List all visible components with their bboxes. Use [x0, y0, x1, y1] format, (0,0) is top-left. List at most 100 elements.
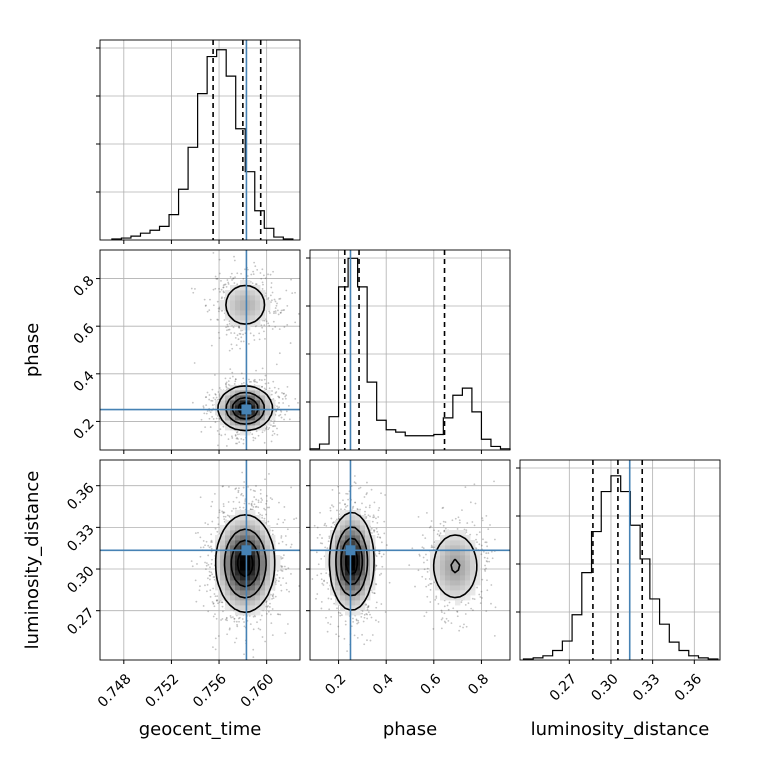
- scatter-point: [199, 555, 202, 558]
- scatter-point: [466, 522, 469, 524]
- scatter-point: [370, 616, 373, 619]
- scatter-point: [352, 505, 355, 508]
- scatter-point: [291, 292, 294, 295]
- density-phase-vs-geocent-time-panel: [96, 249, 301, 454]
- scatter-point: [210, 399, 213, 402]
- density-layer: [311, 475, 497, 653]
- scatter-point: [207, 563, 210, 566]
- scatter-point: [289, 342, 292, 344]
- density-cell: [260, 425, 266, 431]
- scatter-point: [284, 535, 287, 537]
- scatter-point: [211, 404, 214, 406]
- scatter-point: [236, 334, 239, 337]
- scatter-point: [262, 283, 264, 286]
- scatter-point: [328, 535, 331, 538]
- scatter-point: [373, 529, 376, 532]
- scatter-point: [467, 602, 470, 605]
- scatter-point: [249, 488, 252, 491]
- scatter-point: [237, 433, 239, 436]
- density-cell: [255, 315, 261, 321]
- scatter-point: [260, 501, 262, 504]
- scatter-point: [278, 406, 280, 409]
- density-cell: [250, 535, 256, 541]
- scatter-point: [361, 610, 364, 612]
- scatter-point: [212, 615, 215, 618]
- scatter-point: [205, 568, 207, 571]
- scatter-point: [456, 610, 459, 613]
- density-cell: [220, 555, 226, 561]
- scatter-point: [235, 496, 238, 499]
- scatter-point: [280, 566, 283, 568]
- scatter-point: [264, 508, 267, 511]
- scatter-point: [345, 506, 347, 508]
- density-cell: [235, 555, 241, 561]
- scatter-point: [441, 507, 444, 510]
- scatter-point: [271, 634, 274, 637]
- scatter-point: [276, 573, 278, 576]
- scatter-point: [379, 536, 382, 539]
- scatter-point: [423, 568, 426, 571]
- density-cell: [250, 405, 256, 411]
- density-cell: [265, 540, 271, 546]
- scatter-point: [208, 574, 211, 577]
- scatter-point: [241, 618, 244, 620]
- scatter-point: [242, 438, 245, 441]
- density-cell: [250, 295, 256, 301]
- scatter-point: [214, 275, 217, 278]
- density-layer: [190, 471, 300, 659]
- scatter-point: [490, 550, 493, 553]
- density-cell: [240, 290, 246, 296]
- scatter-point: [235, 620, 238, 623]
- scatter-point: [255, 505, 258, 508]
- scatter-point: [216, 300, 219, 303]
- scatter-point: [211, 573, 214, 576]
- scatter-point: [195, 600, 198, 603]
- density-cell: [255, 575, 261, 581]
- density-cell: [225, 550, 231, 556]
- scatter-point: [288, 590, 291, 593]
- density-cell: [245, 530, 251, 536]
- scatter-point: [257, 499, 260, 502]
- scatter-point: [280, 536, 283, 539]
- scatter-point: [366, 606, 369, 609]
- scatter-point: [418, 555, 421, 557]
- scatter-point: [218, 433, 221, 436]
- density-cell: [260, 315, 266, 321]
- scatter-point: [234, 434, 237, 436]
- density-cell: [240, 530, 246, 536]
- scatter-point: [261, 514, 263, 517]
- scatter-point: [345, 492, 348, 495]
- density-cell: [235, 525, 241, 531]
- scatter-point: [456, 615, 459, 618]
- scatter-point: [328, 537, 331, 540]
- scatter-point: [229, 615, 232, 617]
- scatter-point: [246, 275, 249, 277]
- density-cell: [265, 590, 271, 596]
- scatter-point: [212, 587, 215, 590]
- scatter-point: [373, 530, 376, 533]
- density-cell: [245, 565, 251, 571]
- scatter-point: [278, 352, 281, 355]
- scatter-point: [444, 527, 447, 530]
- scatter-point: [221, 310, 223, 312]
- scatter-point: [482, 550, 485, 553]
- scatter-point: [297, 313, 300, 315]
- scatter-point: [208, 578, 211, 581]
- scatter-point: [233, 259, 236, 262]
- scatter-point: [227, 283, 230, 285]
- scatter-point: [212, 602, 215, 605]
- scatter-point: [234, 641, 236, 644]
- scatter-point: [268, 606, 271, 608]
- density-cell: [255, 420, 261, 426]
- scatter-point: [271, 595, 274, 598]
- scatter-point: [241, 471, 244, 474]
- scatter-point: [234, 380, 237, 383]
- scatter-point: [375, 606, 378, 609]
- scatter-point: [221, 617, 224, 620]
- scatter-point: [422, 547, 425, 550]
- scatter-point: [252, 273, 255, 276]
- scatter-point: [266, 606, 269, 608]
- scatter-point: [225, 326, 228, 329]
- scatter-point: [320, 572, 323, 575]
- density-cell: [240, 570, 246, 576]
